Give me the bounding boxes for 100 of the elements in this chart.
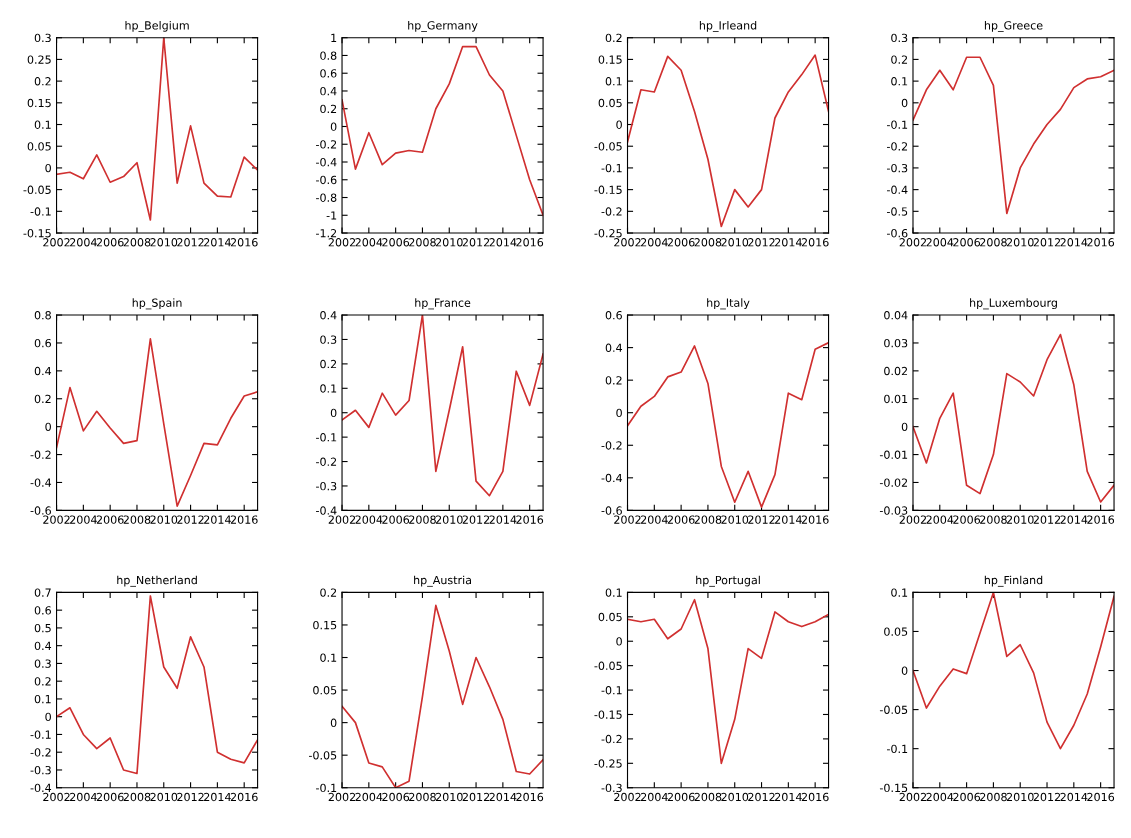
y-tick-label: -0.01 <box>879 450 908 459</box>
y-tick-label: 0 <box>901 666 908 675</box>
y-tick-label: 0.05 <box>884 627 908 636</box>
line-series <box>627 54 829 228</box>
y-tick-label: 0 <box>330 408 337 418</box>
y-tick-label: 0.2 <box>605 376 622 385</box>
y-tick-label: -0.2 <box>30 748 51 757</box>
x-tick-label: 2016 <box>516 238 544 247</box>
x-tick-label: 2004 <box>70 238 97 247</box>
x-tick-label: 2012 <box>462 238 490 247</box>
y-tick-label: 0.05 <box>598 612 622 622</box>
y-tick-label: 0.05 <box>313 686 337 695</box>
y-tick-label: 0.1 <box>891 77 908 86</box>
x-tick-label: 2004 <box>926 238 954 247</box>
x-tick-label: 2010 <box>150 238 178 247</box>
y-tick-label: -0.15 <box>594 185 622 194</box>
y-tick-label: 0 <box>45 712 51 722</box>
x-tick-label: 2010 <box>435 792 463 802</box>
y-tick-label: 0.15 <box>27 98 51 108</box>
x-tick-label: 2008 <box>980 515 1007 524</box>
x-tick-label: 2006 <box>667 792 695 802</box>
x-tick-label: 2002 <box>899 238 927 247</box>
x-tick-label: 2010 <box>721 238 749 247</box>
x-tick-label: 2002 <box>899 792 927 802</box>
chart-title: hp_Belgium <box>125 20 189 32</box>
y-tick-label: -0.2 <box>887 142 908 151</box>
y-tick-label: 0 <box>330 122 337 131</box>
x-tick-label: 2010 <box>150 515 178 524</box>
x-tick-label: 2006 <box>96 515 124 524</box>
y-tick-label: 0.2 <box>34 394 51 404</box>
y-tick-label: 0.4 <box>320 86 337 96</box>
y-tick-label: -0.1 <box>30 730 51 739</box>
x-tick-label: 2008 <box>123 792 151 802</box>
y-tick-label: -0.6 <box>887 229 908 238</box>
y-tick-label: 0.01 <box>884 394 908 404</box>
y-tick-label: -0.05 <box>594 661 622 671</box>
x-tick-label: 2004 <box>640 792 668 802</box>
x-tick-label: 2012 <box>177 238 204 247</box>
y-tick-label: 0 <box>616 637 622 646</box>
x-tick-label: 2014 <box>1060 238 1088 247</box>
x-tick-label: 2002 <box>614 238 641 247</box>
y-tick-label: -0.2 <box>601 207 622 216</box>
x-tick-label: 2002 <box>43 515 70 524</box>
y-tick-label: 0 <box>45 422 51 432</box>
y-tick-label: 0 <box>901 422 908 432</box>
y-tick-label: -0.6 <box>316 175 337 185</box>
y-tick-label: 0.6 <box>320 69 337 78</box>
y-tick-label: 0 <box>45 163 51 173</box>
y-tick-label: 0.6 <box>605 311 622 320</box>
chart-title: hp_Italy <box>707 298 750 310</box>
y-tick-label: 0.7 <box>34 588 51 597</box>
y-tick-label: 0.4 <box>34 641 52 651</box>
y-tick-label: 0.1 <box>605 77 622 86</box>
y-tick-label: 0.2 <box>605 33 622 43</box>
y-tick-label: 0.3 <box>34 33 51 43</box>
x-tick-label: 2004 <box>926 792 954 802</box>
chart-title: hp_Greece <box>984 20 1043 32</box>
y-tick-label: -0.1 <box>316 783 337 793</box>
x-tick-label: 2014 <box>775 792 802 802</box>
x-tick-label: 2002 <box>614 792 641 802</box>
x-tick-label: 2006 <box>96 792 124 802</box>
y-tick-label: 0.6 <box>34 338 51 348</box>
y-tick-label: -1 <box>326 211 337 220</box>
chart-title: hp_Finland <box>984 575 1043 587</box>
y-tick-label: -0.4 <box>316 506 337 515</box>
x-tick-label: 2008 <box>409 238 436 247</box>
line-series <box>912 56 1115 215</box>
x-tick-label: 2008 <box>694 238 722 247</box>
y-tick-label: -0.4 <box>30 478 52 487</box>
x-tick-label: 2006 <box>667 238 695 247</box>
y-tick-label: -0.03 <box>879 506 908 515</box>
y-tick-label: -0.4 <box>887 185 908 194</box>
x-tick-label: 2016 <box>1087 238 1115 247</box>
y-tick-label: 0.4 <box>605 343 623 352</box>
x-tick-label: 2006 <box>96 238 124 247</box>
x-tick-label: 2006 <box>382 238 410 247</box>
x-tick-label: 2006 <box>953 792 981 802</box>
y-tick-label: -0.1 <box>316 433 337 442</box>
y-tick-label: -1.2 <box>316 229 337 238</box>
x-tick-label: 2004 <box>926 515 954 524</box>
y-tick-label: -0.1 <box>30 207 51 216</box>
y-tick-label: 0.8 <box>320 51 337 60</box>
x-tick-label: 2008 <box>980 238 1007 247</box>
y-tick-label: -0.4 <box>30 783 52 793</box>
x-tick-label: 2002 <box>614 515 641 524</box>
x-tick-label: 2006 <box>953 515 981 524</box>
y-tick-label: 1 <box>331 33 337 42</box>
y-tick-label: 0.3 <box>320 335 337 344</box>
y-tick-label: 0 <box>616 408 622 418</box>
x-tick-label: 2010 <box>721 515 749 524</box>
y-tick-label: -0.02 <box>879 478 908 487</box>
x-tick-label: 2014 <box>204 515 231 524</box>
y-tick-label: 0.6 <box>34 606 51 615</box>
y-tick-label: -0.3 <box>316 481 337 491</box>
y-tick-label: 0.2 <box>320 588 337 597</box>
x-tick-label: 2014 <box>775 515 802 524</box>
y-tick-label: 0.3 <box>34 659 51 668</box>
y-tick-label: 0.25 <box>27 55 51 64</box>
x-tick-label: 2008 <box>123 238 151 247</box>
line-series <box>342 45 544 217</box>
